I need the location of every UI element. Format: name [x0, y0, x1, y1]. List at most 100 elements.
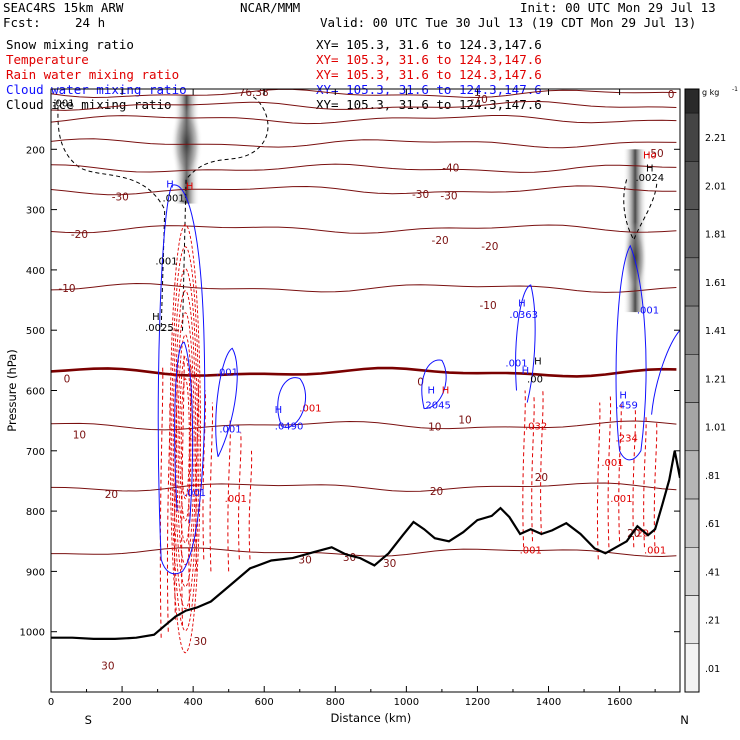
- rain-water-label: .001: [520, 545, 542, 556]
- cloud-water-label: .0490: [275, 422, 304, 433]
- rain-water-label: .032: [525, 422, 547, 433]
- rain-water-contour: [248, 450, 253, 560]
- cloud-water-label: .001: [216, 367, 238, 378]
- temperature-contour-label: 30: [298, 555, 311, 567]
- temperature-contour-label: 10: [428, 421, 441, 433]
- temperature-contour-label: -30: [440, 190, 457, 202]
- cloud-water-contour: [651, 329, 680, 415]
- temperature-contour-label: 0: [417, 377, 424, 389]
- legend-snow-label: Snow mixing ratio: [6, 37, 134, 52]
- cloud-water-label: .459: [616, 401, 638, 412]
- rain-water-contour: [171, 246, 200, 632]
- cloud-water-label: .001: [184, 488, 206, 499]
- colorbar-level-label: .61: [705, 519, 720, 530]
- colorbar-level-label: 1.21: [705, 374, 726, 385]
- rain-water-label: 20: [636, 528, 649, 539]
- temperature-contour-label: 10: [73, 430, 86, 442]
- colorbar-level-label: 1.41: [705, 326, 726, 337]
- rain-water-contour: [531, 396, 535, 542]
- y-tick-label: 400: [26, 266, 45, 277]
- temperature-contour-label: -30: [412, 189, 429, 201]
- temperature-contour-label: -30: [112, 192, 129, 204]
- rain-water-label: .001: [225, 494, 247, 505]
- cloud-water-contour: [277, 377, 306, 428]
- temperature-contour-label: 0: [64, 374, 71, 386]
- temperature-contour: [51, 89, 677, 99]
- colorbar-unit: g kg: [702, 88, 719, 97]
- legend-temperature-xy: XY= 105.3, 31.6 to 124.3,147.6: [316, 52, 542, 67]
- maximum-marker: H: [442, 386, 450, 397]
- temperature-contour: [51, 138, 677, 149]
- rain-water-contour: [238, 432, 242, 560]
- forecast-hour: 24 h: [75, 15, 106, 30]
- temperature-contour-label: -10: [480, 300, 497, 312]
- rain-water-label: .001: [644, 545, 666, 556]
- y-tick-label: 500: [26, 326, 45, 337]
- temperature-contour-label: -20: [432, 235, 449, 247]
- cloud-water-label: .001: [219, 425, 241, 436]
- cloud-water-contour: [215, 347, 238, 458]
- colorbar-level-label: .81: [705, 471, 720, 482]
- colorbar-segment: [684, 257, 700, 307]
- legend-temperature-label: Temperature: [6, 52, 89, 67]
- rain-water-contour: [166, 402, 171, 632]
- rain-water-label: .001: [299, 404, 321, 415]
- temperature-contour: [51, 482, 677, 492]
- cloud-water-contour: [174, 341, 194, 524]
- colorbar-level-label: 1.81: [705, 230, 726, 241]
- temperature-contour-label: -20: [71, 229, 88, 241]
- cloud-ice-label: H: [152, 312, 160, 323]
- colorbar-unit-exponent: -1: [732, 86, 738, 93]
- x-tick-label: 400: [184, 697, 203, 708]
- y-tick-label: 600: [26, 387, 45, 398]
- rain-water-contour: [188, 366, 192, 608]
- rain-water-contour: [169, 224, 201, 654]
- rain-water-label: .234: [616, 434, 638, 445]
- colorbar-level-label: .01: [705, 664, 720, 675]
- rain-water-contour: [653, 420, 658, 554]
- temperature-contour: [51, 420, 677, 431]
- cloud-water-label: .0363: [509, 310, 538, 321]
- cloud-water-label: H: [619, 390, 627, 401]
- cloud-water-label: H: [166, 179, 174, 190]
- temperature-contour-label: 30: [194, 636, 207, 648]
- colorbar-level-label: .41: [705, 567, 720, 578]
- temperature-contour-label: -50: [647, 148, 664, 160]
- forecast-label: Fcst:: [3, 15, 41, 30]
- cloud-water-label: H: [275, 405, 283, 416]
- legend-rain-label: Rain water mixing ratio: [6, 67, 180, 82]
- colorbar-segment: [684, 112, 700, 162]
- cloud-ice-label: .0025: [145, 323, 174, 334]
- temperature-contour-label: 20: [105, 489, 118, 501]
- rain-water-contour: [181, 354, 185, 626]
- y-axis-title: Pressure (hPa): [5, 349, 19, 432]
- temperature-contour: [51, 185, 677, 196]
- colorbar-level-label: 2.01: [705, 181, 726, 192]
- colorbar-level-label: 1.61: [705, 278, 726, 289]
- cloud-ice-label: .001: [155, 256, 177, 267]
- colorbar-segment: [684, 305, 700, 355]
- y-tick-label: 1000: [20, 628, 45, 639]
- init-time: Init: 00 UTC Mon 29 Jul 13: [520, 0, 716, 15]
- y-tick-label: 200: [26, 145, 45, 156]
- x-tick-label: 800: [326, 697, 345, 708]
- colorbar-level-label: 2.21: [705, 133, 726, 144]
- y-tick-label: 900: [26, 567, 45, 578]
- cloud-water-label: .001: [637, 305, 659, 316]
- rain-water-contour: [209, 402, 214, 572]
- cloud-ice-label: .00: [527, 375, 543, 386]
- model-title: SEAC4RS 15km ARW: [3, 0, 124, 15]
- colorbar-segment: [684, 498, 700, 548]
- temperature-contour: [51, 547, 677, 558]
- center-label: NCAR/MMM: [240, 0, 301, 15]
- maximum-marker: Ho: [643, 150, 657, 161]
- north-label: N: [680, 713, 689, 727]
- rain-water-contour: [180, 378, 190, 500]
- colorbar-frame: [684, 88, 700, 693]
- rain-water-contour: [607, 396, 612, 548]
- cloud-ice-label: .001: [52, 98, 74, 109]
- rain-water-label: .001: [601, 458, 623, 469]
- rain-water-contour: [172, 268, 198, 610]
- colorbar-segment: [684, 354, 700, 403]
